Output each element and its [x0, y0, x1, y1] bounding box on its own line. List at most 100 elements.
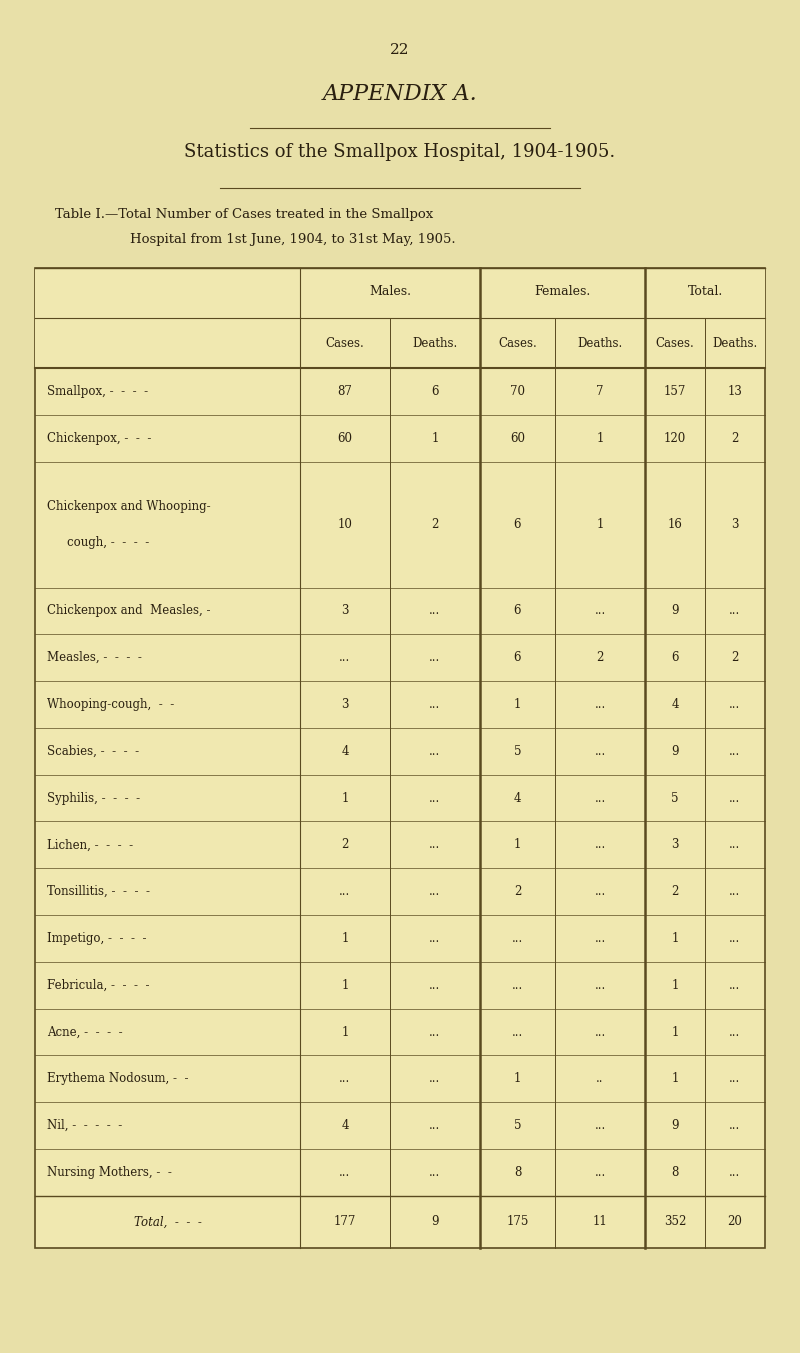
Text: ...: ... [594, 698, 606, 712]
Text: ...: ... [594, 792, 606, 805]
Text: 8: 8 [671, 1166, 678, 1178]
Text: 1: 1 [671, 932, 678, 944]
Text: 2: 2 [514, 885, 521, 898]
Text: 1: 1 [596, 518, 604, 532]
Text: ...: ... [730, 1026, 741, 1039]
Text: 60: 60 [510, 432, 525, 445]
Text: ...: ... [430, 978, 441, 992]
Text: Chickenpox, -  -  -: Chickenpox, - - - [47, 432, 151, 445]
Text: 9: 9 [671, 1119, 678, 1132]
Text: cough, -  -  -  -: cough, - - - - [67, 536, 150, 549]
Text: ...: ... [430, 1073, 441, 1085]
Text: 1: 1 [596, 432, 604, 445]
Bar [35, 268, 765, 368]
Text: ...: ... [430, 605, 441, 617]
Text: 5: 5 [514, 1119, 522, 1132]
Text: Hospital from 1st June, 1904, to 31st May, 1905.: Hospital from 1st June, 1904, to 31st Ma… [130, 233, 456, 246]
Text: 11: 11 [593, 1215, 607, 1229]
Text: ...: ... [730, 605, 741, 617]
Text: ..: .. [596, 1073, 604, 1085]
Text: 8: 8 [514, 1166, 521, 1178]
Text: 4: 4 [514, 792, 522, 805]
Text: Measles, -  -  -  -: Measles, - - - - [47, 651, 142, 664]
Text: ...: ... [594, 1166, 606, 1178]
Text: 16: 16 [667, 518, 682, 532]
Text: 9: 9 [671, 605, 678, 617]
Text: 120: 120 [664, 432, 686, 445]
Text: ...: ... [730, 792, 741, 805]
Text: ...: ... [430, 1026, 441, 1039]
Text: 1: 1 [514, 839, 521, 851]
Text: Total.: Total. [687, 284, 722, 298]
Bar [35, 268, 765, 1247]
Text: 70: 70 [510, 384, 525, 398]
Text: ...: ... [730, 698, 741, 712]
Text: 13: 13 [727, 384, 742, 398]
Text: 3: 3 [671, 839, 678, 851]
Text: ...: ... [430, 839, 441, 851]
Text: 6: 6 [431, 384, 438, 398]
Text: Cases.: Cases. [326, 337, 364, 349]
Text: ...: ... [730, 885, 741, 898]
Text: ...: ... [430, 792, 441, 805]
Text: 2: 2 [596, 651, 604, 664]
Text: 1: 1 [514, 698, 521, 712]
Text: Smallpox, -  -  -  -: Smallpox, - - - - [47, 384, 148, 398]
Text: ...: ... [594, 605, 606, 617]
Text: Acne, -  -  -  -: Acne, - - - - [47, 1026, 122, 1039]
Text: ...: ... [512, 932, 523, 944]
Text: 9: 9 [431, 1215, 438, 1229]
Text: 2: 2 [671, 885, 678, 898]
Text: 9: 9 [671, 744, 678, 758]
Text: 175: 175 [506, 1215, 529, 1229]
Text: Total,  -  -  -: Total, - - - [134, 1215, 202, 1229]
Text: 1: 1 [342, 1026, 349, 1039]
Text: Chickenpox and Whooping-: Chickenpox and Whooping- [47, 501, 210, 513]
Text: Statistics of the Smallpox Hospital, 1904-1905.: Statistics of the Smallpox Hospital, 190… [184, 143, 616, 161]
Text: 2: 2 [342, 839, 349, 851]
Text: ...: ... [430, 885, 441, 898]
Text: 6: 6 [514, 651, 522, 664]
Text: Scabies, -  -  -  -: Scabies, - - - - [47, 744, 139, 758]
Text: ...: ... [730, 1119, 741, 1132]
Text: ...: ... [430, 651, 441, 664]
Text: 4: 4 [342, 1119, 349, 1132]
Text: 2: 2 [431, 518, 438, 532]
Text: 6: 6 [514, 605, 522, 617]
Text: 177: 177 [334, 1215, 356, 1229]
Text: 6: 6 [671, 651, 678, 664]
Text: 20: 20 [727, 1215, 742, 1229]
Text: ...: ... [430, 744, 441, 758]
Text: 3: 3 [342, 698, 349, 712]
Text: Nursing Mothers, -  -: Nursing Mothers, - - [47, 1166, 172, 1178]
Text: Febricula, -  -  -  -: Febricula, - - - - [47, 978, 150, 992]
Text: 3: 3 [342, 605, 349, 617]
Text: ...: ... [730, 1073, 741, 1085]
Text: 4: 4 [671, 698, 678, 712]
Text: ...: ... [594, 1026, 606, 1039]
Text: 3: 3 [731, 518, 738, 532]
Text: Impetigo, -  -  -  -: Impetigo, - - - - [47, 932, 146, 944]
Text: 7: 7 [596, 384, 604, 398]
Text: 1: 1 [671, 1073, 678, 1085]
Text: ...: ... [730, 744, 741, 758]
Text: ...: ... [594, 885, 606, 898]
Text: 2: 2 [731, 432, 738, 445]
Text: 10: 10 [338, 518, 353, 532]
Text: Deaths.: Deaths. [412, 337, 458, 349]
Text: Table I.—Total Number of Cases treated in the Smallpox: Table I.—Total Number of Cases treated i… [55, 208, 434, 221]
Text: ...: ... [430, 1119, 441, 1132]
Text: 87: 87 [338, 384, 353, 398]
Text: 1: 1 [342, 978, 349, 992]
Text: APPENDIX A.: APPENDIX A. [322, 83, 478, 106]
Text: Syphilis, -  -  -  -: Syphilis, - - - - [47, 792, 140, 805]
Text: 1: 1 [671, 978, 678, 992]
Text: 60: 60 [338, 432, 353, 445]
Text: ...: ... [339, 885, 350, 898]
Text: ...: ... [339, 1073, 350, 1085]
Text: Deaths.: Deaths. [712, 337, 758, 349]
Text: Males.: Males. [369, 284, 411, 298]
Text: 1: 1 [342, 792, 349, 805]
Text: ...: ... [339, 1166, 350, 1178]
Text: 1: 1 [431, 432, 438, 445]
